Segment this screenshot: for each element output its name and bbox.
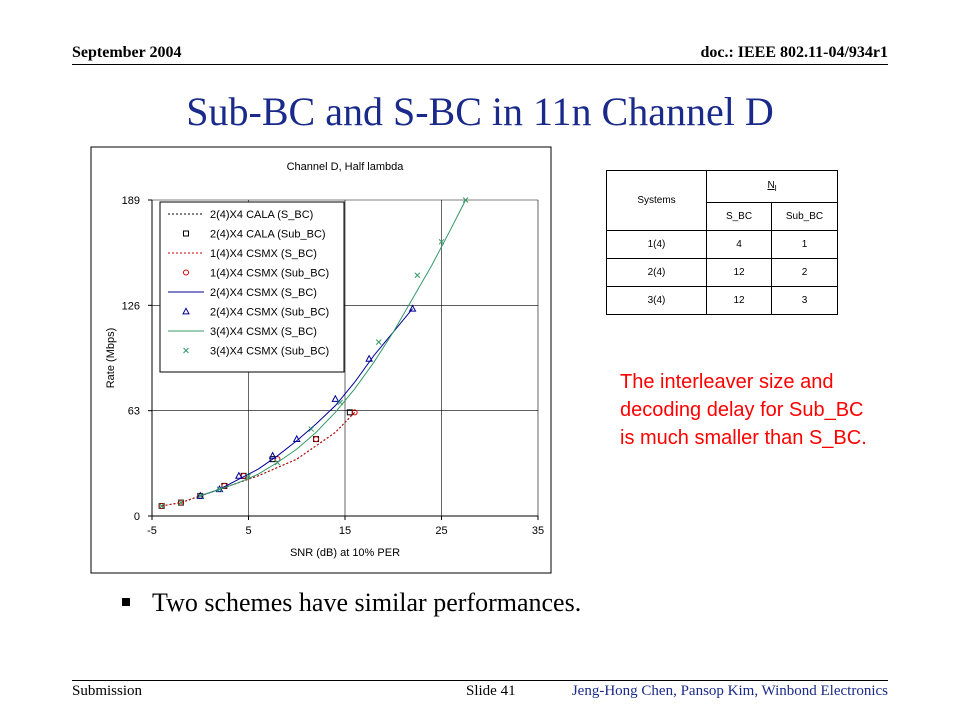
series-7 xyxy=(158,197,469,509)
data-point-x xyxy=(414,272,421,279)
table-cell: 3 xyxy=(771,286,838,315)
x-tick-label: 15 xyxy=(339,525,351,537)
y-axis-label: Rate (Mbps) xyxy=(105,328,117,389)
x-marker-stroke xyxy=(337,399,344,406)
data-point-x xyxy=(158,503,165,509)
series-2 xyxy=(161,411,356,507)
table-header-systems: Systems xyxy=(606,170,707,231)
table-cell: 2 xyxy=(771,258,838,287)
x-marker-stroke xyxy=(375,339,382,345)
x-axis-label: SNR (dB) at 10% PER xyxy=(290,547,400,559)
data-point-x xyxy=(183,347,189,354)
legend-label: 1(4)X4 CSMX (Sub_BC) xyxy=(210,268,329,280)
data-point-triangle xyxy=(408,304,417,312)
x-tick-label: 35 xyxy=(532,525,544,537)
data-point-x xyxy=(375,339,382,345)
x-marker-stroke xyxy=(414,272,421,279)
x-marker-stroke xyxy=(274,459,281,466)
legend-label: 2(4)X4 CALA (S_BC) xyxy=(210,209,313,221)
x-marker-stroke xyxy=(462,197,469,203)
footer-divider xyxy=(72,680,888,681)
data-point-triangle xyxy=(235,471,243,479)
interleaver-note: The interleaver size and decoding delay … xyxy=(620,371,867,449)
chart-area: Channel D, Half lambda -5 5 15 25 35 0 63 126 189… xyxy=(90,146,552,574)
table-header-nl: Nl xyxy=(706,170,838,203)
x-marker-stroke xyxy=(183,347,189,354)
table-subheader-s-bc: S_BC xyxy=(706,202,772,231)
table-cell: 2(4) xyxy=(606,258,707,287)
data-point-x xyxy=(462,197,469,203)
nl-symbol: N xyxy=(767,180,775,191)
x-marker-stroke xyxy=(438,238,445,245)
data-point-circle xyxy=(177,499,184,506)
legend-label: 2(4)X4 CALA (Sub_BC) xyxy=(210,229,326,241)
header-divider xyxy=(72,64,888,65)
data-point-circle xyxy=(158,502,165,509)
legend-label: 1(4)X4 CSMX (S_BC) xyxy=(210,248,317,260)
series-5 xyxy=(196,304,417,499)
data-point-x xyxy=(216,486,223,493)
x-marker-stroke xyxy=(178,499,184,506)
x-tick-label: -5 xyxy=(147,525,157,537)
slide-title: Sub-BC and S-BC in 11n Channel D xyxy=(186,89,774,134)
data-point-circle xyxy=(183,269,189,276)
x-tick-label: 25 xyxy=(435,525,447,537)
data-point-triangle xyxy=(268,451,277,459)
table-cell: 12 xyxy=(706,258,772,287)
legend-label: 3(4)X4 CSMX (S_BC) xyxy=(210,326,317,338)
bullet-point: Two schemes have similar performances. xyxy=(122,588,581,618)
x-marker-stroke xyxy=(197,493,204,499)
chart-svg: Channel D, Half lambda -5 5 15 25 35 0 63 126 189… xyxy=(90,146,552,574)
series-6 xyxy=(200,199,467,497)
y-tick-label: 0 xyxy=(134,511,140,523)
table-cell: 1 xyxy=(771,230,838,259)
x-marker-stroke xyxy=(158,503,165,509)
series-line xyxy=(200,308,413,497)
series-4 xyxy=(200,308,413,497)
data-point-x xyxy=(337,399,344,406)
data-point-x xyxy=(274,459,281,466)
data-point-triangle xyxy=(365,354,373,362)
data-point-circle xyxy=(351,409,358,416)
y-tick-label: 126 xyxy=(122,300,140,312)
data-point-x xyxy=(245,473,252,479)
square-bullet-icon xyxy=(122,598,130,607)
header-date: September 2004 xyxy=(72,44,182,61)
data-point-triangle xyxy=(292,434,301,442)
x-marker-stroke xyxy=(216,486,223,493)
systems-table: Systems Nl S_BC Sub_BC 1(4) 4 1 2(4) 12 … xyxy=(606,170,838,315)
y-tick-label: 189 xyxy=(122,195,140,207)
x-marker-stroke xyxy=(245,473,252,479)
legend-label: 3(4)X4 CSMX (Sub_BC) xyxy=(210,346,329,358)
nl-subscript: l xyxy=(774,183,777,193)
legend-label: 2(4)X4 CSMX (Sub_BC) xyxy=(210,307,329,319)
table-cell: 12 xyxy=(706,286,772,315)
table-subheader-sub-bc: Sub_BC xyxy=(771,202,838,231)
footer-submission: Submission xyxy=(72,683,143,699)
x-tick-label: 5 xyxy=(245,525,251,537)
data-point-x xyxy=(178,499,184,506)
data-point-x xyxy=(308,426,315,432)
y-tick-label: 63 xyxy=(128,406,140,418)
legend-label: 2(4)X4 CSMX (S_BC) xyxy=(210,287,317,299)
table-cell: 3(4) xyxy=(606,286,707,315)
data-point-triangle xyxy=(331,394,340,402)
chart-title: Channel D, Half lambda xyxy=(287,161,405,173)
series-line xyxy=(200,199,467,497)
bullet-text: Two schemes have similar performances. xyxy=(152,588,582,617)
table-cell: 4 xyxy=(706,230,772,259)
data-point-x xyxy=(197,493,204,499)
data-point-triangle xyxy=(182,307,190,315)
data-point-circle xyxy=(274,456,281,463)
legend-box xyxy=(159,201,345,373)
series-line xyxy=(161,411,356,507)
header-doc-id: doc.: IEEE 802.11-04/934r1 xyxy=(700,44,888,61)
footer-authors: Jeng-Hong Chen, Pansop Kim, Winbond Elec… xyxy=(571,683,888,699)
data-point-circle xyxy=(313,436,320,443)
x-marker-stroke xyxy=(308,426,315,432)
footer-slide-number: Slide 41 xyxy=(466,683,516,699)
data-point-square xyxy=(183,230,189,237)
data-point-x xyxy=(438,238,445,245)
table-cell: 1(4) xyxy=(606,230,707,259)
